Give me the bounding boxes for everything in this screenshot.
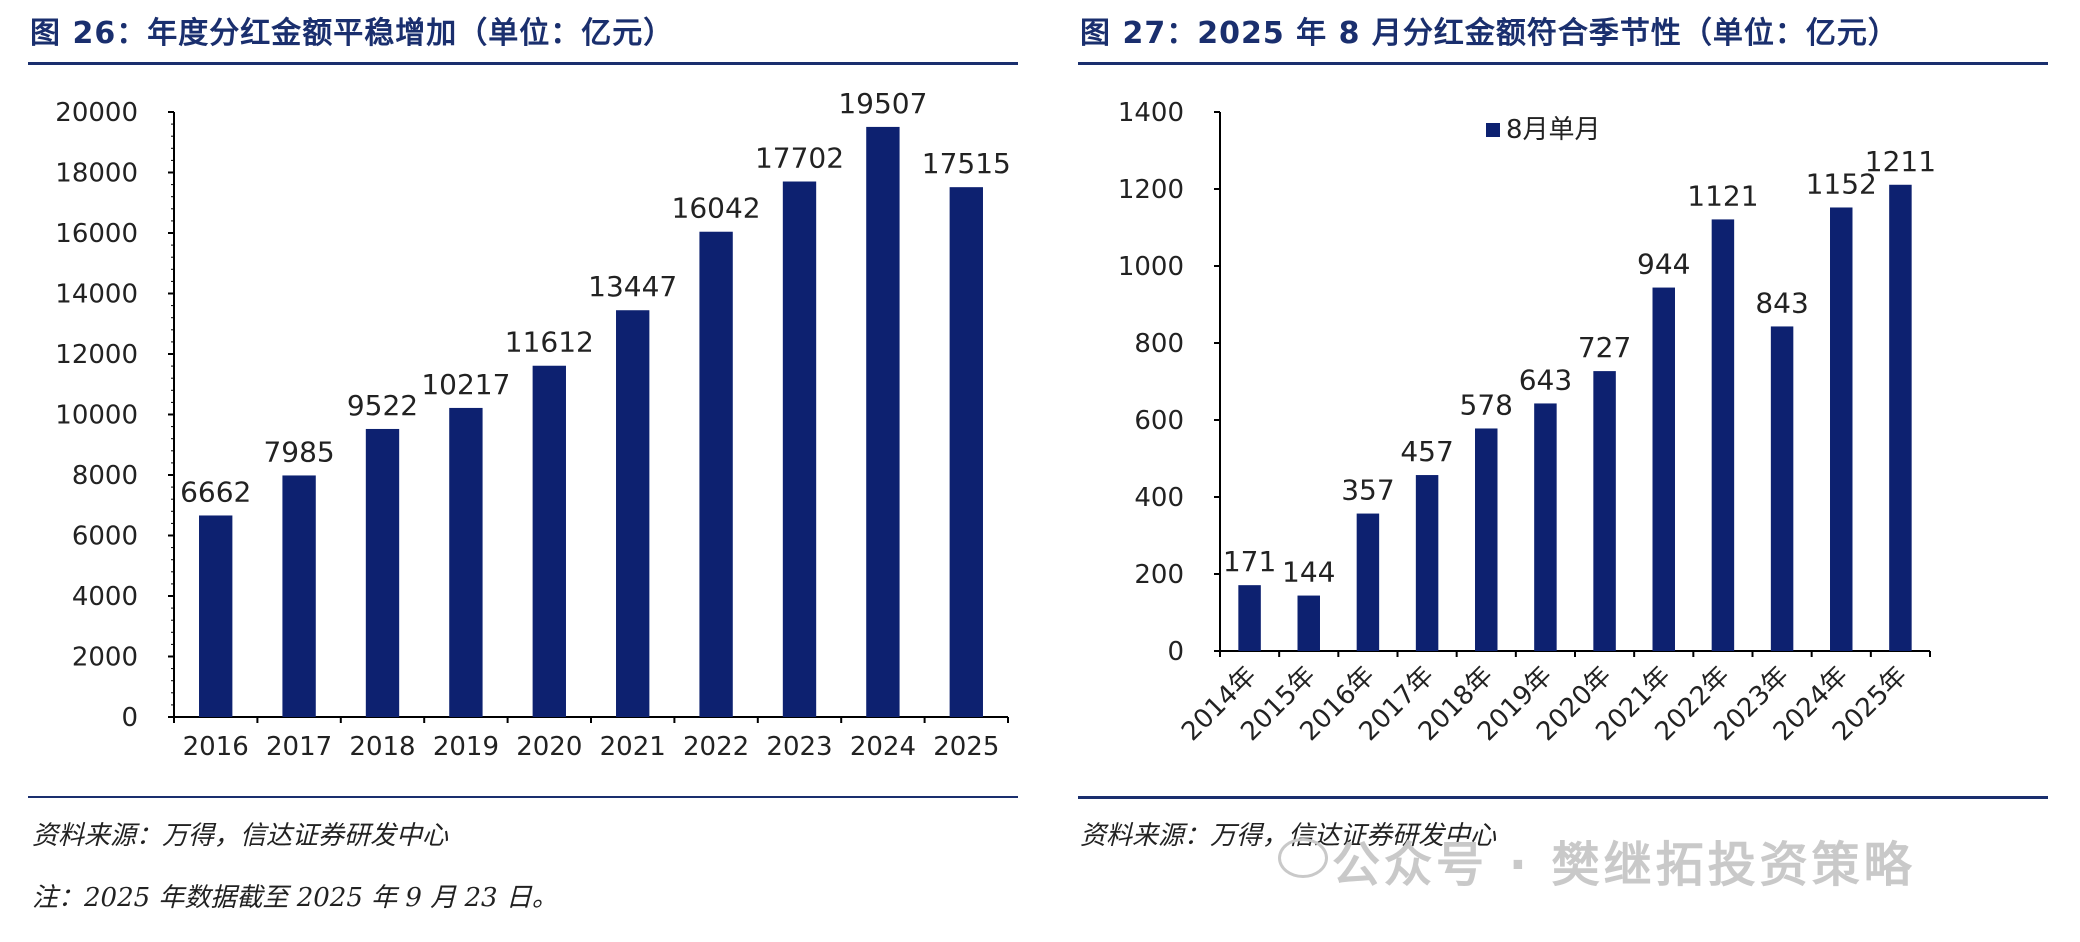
data-label: 6662: [180, 475, 251, 508]
bar: [949, 187, 983, 717]
bar: [532, 365, 566, 717]
data-label: 944: [1637, 248, 1690, 281]
y-tick-label: 6000: [72, 522, 138, 552]
data-label: 144: [1282, 556, 1335, 589]
data-label: 11612: [505, 326, 594, 359]
data-label: 1211: [1865, 145, 1936, 178]
y-tick-label: 0: [121, 703, 138, 733]
legend-label: 8月单月: [1506, 115, 1601, 145]
x-tick-label: 2021: [600, 732, 666, 762]
y-tick-label: 800: [1134, 329, 1184, 359]
bar: [616, 310, 650, 717]
bar: [782, 181, 817, 717]
data-label: 9522: [347, 389, 418, 422]
x-tick-label: 2022: [683, 732, 749, 762]
bar: [1297, 595, 1320, 651]
bar: [199, 515, 233, 717]
y-tick-label: 20000: [55, 98, 138, 128]
wechat-icon: [1278, 838, 1328, 878]
y-tick-label: 200: [1134, 560, 1184, 590]
x-tick-label: 2018: [349, 732, 415, 762]
bar: [449, 407, 483, 717]
x-tick-label: 2017: [266, 732, 332, 762]
y-tick-label: 4000: [72, 582, 138, 612]
legend: 8月单月: [1486, 115, 1601, 145]
data-label: 727: [1578, 331, 1631, 364]
y-tick-label: 14000: [55, 280, 138, 310]
data-label: 19507: [838, 87, 927, 120]
bar: [1475, 428, 1498, 651]
y-tick-label: 1200: [1118, 175, 1184, 205]
data-label: 357: [1341, 474, 1394, 507]
y-tick-label: 400: [1134, 483, 1184, 513]
x-tick-label: 2016: [183, 732, 249, 762]
right-title-rule: [1078, 62, 2048, 65]
y-tick-label: 12000: [55, 340, 138, 370]
y-tick-label: 8000: [72, 461, 138, 491]
left-title-rule: [28, 62, 1018, 65]
bar: [1652, 287, 1675, 651]
right-bar-chart: 02004006008001000120014001712014年1442015…: [1118, 98, 1936, 747]
data-label: 1121: [1687, 179, 1758, 212]
bar: [1534, 403, 1557, 651]
data-label: 171: [1223, 545, 1276, 578]
left-source-rule: [28, 796, 1018, 798]
data-label: 7985: [263, 435, 334, 468]
right-source-rule: [1078, 796, 2048, 799]
bar: [866, 126, 900, 717]
left-note-text: 注：2025 年数据截至 2025 年 9 月 23 日。: [32, 883, 558, 913]
y-tick-label: 600: [1134, 406, 1184, 436]
bar: [1415, 475, 1439, 651]
bar: [282, 475, 316, 717]
data-label: 10217: [421, 368, 510, 401]
data-label: 457: [1400, 435, 1453, 468]
y-tick-label: 2000: [72, 643, 138, 673]
x-tick-label: 2024: [850, 732, 916, 762]
bar: [1711, 219, 1735, 652]
data-label: 17515: [922, 147, 1011, 180]
y-tick-label: 16000: [55, 219, 138, 249]
bar: [1593, 371, 1616, 651]
y-tick-label: 1000: [1118, 252, 1184, 282]
left-bar-chart: 0 2000 4000 6000 8000 10000 12000 14000 16000 180…: [55, 87, 1011, 762]
data-label: 17702: [755, 142, 844, 175]
right-chart-title: 图 27：2025 年 8 月分红金额符合季节性（单位：亿元）: [1080, 16, 1899, 51]
bar: [699, 231, 733, 718]
y-tick-label: 1400: [1118, 98, 1184, 128]
bar: [1770, 326, 1794, 651]
x-tick-label: 2020: [516, 732, 582, 762]
watermark-text: 公众号 · 樊继拓投资策略: [1332, 837, 1916, 893]
data-label: 13447: [588, 270, 677, 303]
left-source-text: 资料来源：万得，信达证券研发中心: [32, 821, 449, 851]
data-label: 643: [1519, 363, 1572, 396]
y-tick-label: 18000: [55, 159, 138, 189]
bar: [1356, 513, 1380, 651]
x-tick-label: 2023: [766, 732, 832, 762]
x-tick-label: 2019: [433, 732, 499, 762]
y-tick-label: 0: [1167, 637, 1184, 667]
data-label: 843: [1755, 286, 1808, 319]
bar: [1889, 184, 1912, 651]
data-label: 16042: [672, 192, 761, 225]
bar: [1830, 207, 1853, 652]
bar: [1238, 585, 1261, 651]
y-tick-label: 10000: [55, 401, 138, 431]
data-label: 1152: [1806, 167, 1877, 200]
left-chart-title: 图 26：年度分红金额平稳增加（单位：亿元）: [30, 16, 675, 51]
x-tick-label: 2025: [933, 732, 999, 762]
data-label: 578: [1460, 388, 1513, 421]
bar: [365, 428, 400, 717]
legend-swatch: [1486, 123, 1500, 137]
